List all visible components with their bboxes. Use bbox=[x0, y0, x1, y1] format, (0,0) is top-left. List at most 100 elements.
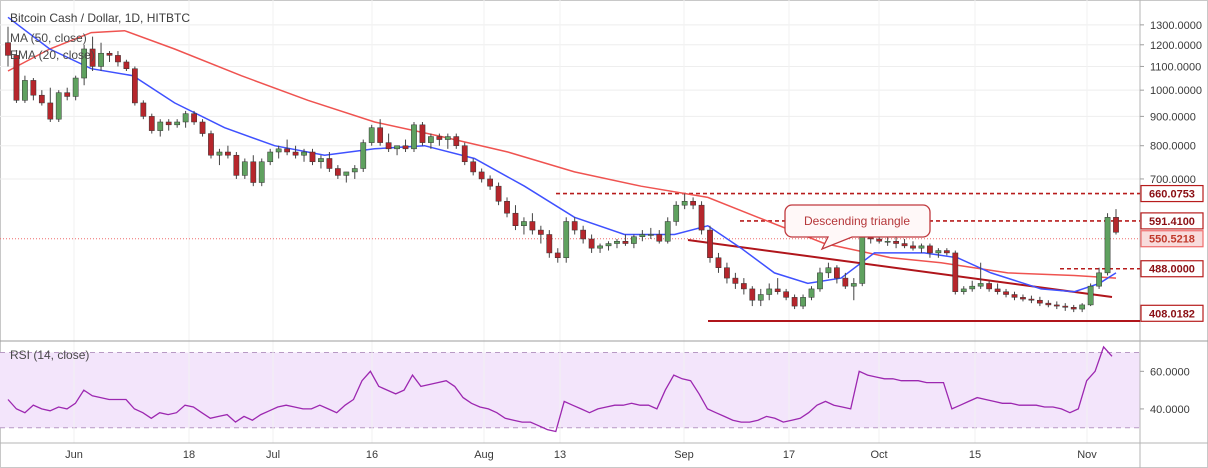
candle bbox=[732, 272, 739, 289]
callout-text: Descending triangle bbox=[804, 214, 910, 228]
candle-body bbox=[850, 283, 857, 287]
candle-body bbox=[1020, 297, 1026, 300]
candle-body bbox=[952, 252, 959, 292]
candle bbox=[487, 175, 493, 190]
price-level-tag: 408.0182 bbox=[1140, 304, 1204, 322]
candle-body bbox=[351, 168, 358, 173]
candle bbox=[614, 238, 620, 249]
candle-body bbox=[1070, 307, 1077, 310]
candle-body bbox=[724, 267, 730, 279]
candle-body bbox=[55, 92, 62, 120]
candle-body bbox=[622, 240, 629, 244]
candle-body bbox=[131, 68, 138, 104]
descending-triangle-callout[interactable]: Descending triangle bbox=[784, 204, 931, 251]
candle bbox=[30, 78, 37, 101]
candle-body bbox=[901, 243, 908, 247]
candle-body bbox=[766, 288, 773, 295]
time-tick-label: Jul bbox=[266, 449, 280, 461]
time-tick-label: 16 bbox=[366, 449, 378, 461]
candle bbox=[182, 110, 189, 128]
candle bbox=[918, 243, 925, 253]
candle-body bbox=[495, 185, 502, 202]
price-level-label: 660.0753 bbox=[1149, 189, 1195, 201]
candlestick-series bbox=[5, 26, 1119, 313]
candle bbox=[157, 119, 164, 137]
candle-body bbox=[199, 121, 206, 134]
candle bbox=[546, 230, 553, 258]
candle bbox=[318, 155, 324, 169]
candle bbox=[385, 133, 392, 153]
candle-body bbox=[1079, 304, 1086, 310]
price-level-box bbox=[1140, 212, 1204, 230]
candle-body bbox=[309, 151, 316, 163]
candle-body bbox=[631, 236, 637, 244]
candle-body bbox=[554, 252, 561, 259]
candle-body bbox=[191, 113, 197, 123]
candle bbox=[225, 145, 231, 159]
rsi-band-fill bbox=[0, 352, 1140, 428]
time-tick-label: Sep bbox=[674, 449, 694, 461]
rsi-legend: RSI (14, close) bbox=[10, 348, 89, 362]
candle-body bbox=[411, 124, 417, 150]
candle bbox=[842, 272, 849, 289]
candle bbox=[351, 165, 358, 179]
candle-body bbox=[444, 136, 451, 140]
candle-body bbox=[453, 136, 460, 146]
candle bbox=[681, 193, 688, 210]
candle bbox=[1104, 213, 1111, 276]
candle bbox=[884, 236, 891, 246]
candle bbox=[411, 121, 417, 153]
time-tick-label: Aug bbox=[474, 449, 494, 461]
candle-body bbox=[385, 142, 392, 150]
candle-body bbox=[825, 267, 832, 274]
candle-body bbox=[791, 297, 798, 307]
candle-body bbox=[571, 221, 578, 231]
candle-body bbox=[394, 145, 400, 150]
candle-body bbox=[656, 234, 663, 242]
candle bbox=[292, 145, 299, 159]
candle bbox=[664, 217, 671, 244]
candle bbox=[55, 90, 62, 122]
candle bbox=[123, 59, 130, 72]
candle-body bbox=[81, 48, 87, 79]
candle bbox=[98, 42, 104, 72]
price-level-tag: 550.5218 bbox=[1140, 230, 1204, 248]
candle-body bbox=[588, 238, 595, 249]
candle-body bbox=[419, 124, 426, 143]
candle-body bbox=[233, 154, 240, 176]
candle bbox=[140, 100, 147, 120]
candle bbox=[817, 267, 823, 292]
candle bbox=[89, 36, 96, 72]
candle bbox=[537, 225, 544, 244]
candle bbox=[301, 148, 307, 162]
candle-body bbox=[927, 245, 933, 254]
candle bbox=[952, 250, 959, 295]
candle-body bbox=[275, 148, 282, 153]
candle-body bbox=[157, 121, 164, 131]
price-level-labels: 660.0753 591.4100 550.5218 488.0000 408.0182 bbox=[1140, 184, 1204, 322]
candle bbox=[1079, 303, 1086, 313]
candle bbox=[343, 171, 350, 183]
candle bbox=[707, 225, 713, 263]
candle-body bbox=[250, 161, 257, 183]
candle bbox=[740, 278, 747, 295]
time-tick-label: 13 bbox=[554, 449, 566, 461]
candle-body bbox=[546, 234, 553, 254]
candle-body bbox=[614, 240, 620, 244]
time-tick-label: Jun bbox=[65, 449, 83, 461]
candle-body bbox=[487, 178, 493, 187]
candle bbox=[639, 230, 646, 242]
candle bbox=[512, 205, 519, 231]
candle-body bbox=[267, 151, 274, 163]
price-level-tag: 591.4100 bbox=[1140, 212, 1204, 230]
candle bbox=[715, 252, 722, 273]
triangle-trendlines bbox=[687, 239, 1140, 322]
rsi-tick-label: 60.0000 bbox=[1150, 366, 1190, 378]
candle-body bbox=[1062, 305, 1069, 308]
candle-body bbox=[690, 200, 696, 206]
candle bbox=[326, 152, 333, 172]
candle-body bbox=[182, 113, 189, 123]
candle-body bbox=[461, 145, 468, 163]
candle bbox=[275, 145, 282, 159]
